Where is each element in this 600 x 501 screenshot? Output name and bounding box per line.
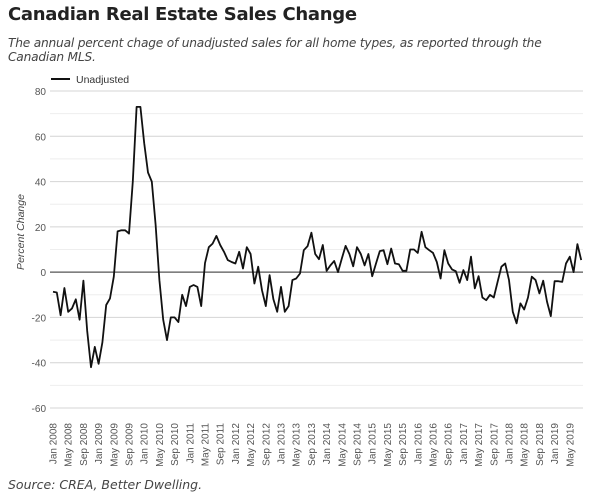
y-tick-label: 40 (35, 178, 47, 189)
y-tick-label: -20 (32, 313, 47, 324)
x-tick-label: May 2018 (520, 423, 531, 467)
x-tick-label: May 2014 (337, 423, 348, 467)
x-tick-label: Sep 2018 (535, 423, 546, 466)
legend[interactable]: Unadjusted (51, 74, 129, 86)
x-tick-label: Sep 2008 (79, 423, 90, 466)
y-tick-label: 0 (40, 268, 46, 279)
x-tick-label: Sep 2009 (125, 423, 136, 466)
y-axis-label: Percent Change (15, 194, 27, 270)
x-tick-label: Sep 2015 (398, 423, 409, 466)
x-tick-label: Jan 2015 (368, 423, 379, 465)
x-tick-label: Jan 2008 (49, 423, 60, 465)
source-note: Source: CREA, Better Dwelling. (8, 477, 203, 492)
x-tick-label: Jan 2010 (140, 423, 151, 465)
x-tick-label: May 2009 (109, 423, 120, 467)
x-tick-label: May 2015 (383, 423, 394, 467)
x-tick-label: Sep 2013 (307, 423, 318, 466)
x-tick-label: Jan 2011 (185, 423, 196, 464)
x-tick-label: Sep 2016 (444, 423, 455, 466)
x-tick-label: Jan 2019 (550, 423, 561, 465)
y-tick-label: -40 (32, 359, 47, 370)
x-tick-labels: Jan 2008 May 2008 Sep 2008 Jan 2009 May 2009… (49, 423, 577, 467)
x-tick-label: May 2008 (64, 423, 75, 467)
chart-subtitle: The annual percent chage of unadjusted s… (8, 36, 542, 64)
x-tick-label: May 2017 (474, 423, 485, 467)
x-tick-label: Sep 2014 (353, 423, 364, 466)
x-tick-label: Jan 2012 (231, 423, 242, 465)
x-tick-label: Jan 2016 (413, 423, 424, 465)
y-tick-label: -60 (32, 404, 47, 415)
y-tick-label: 60 (35, 132, 47, 143)
legend-label: Unadjusted (76, 74, 129, 86)
x-tick-label: Sep 2011 (216, 423, 227, 466)
x-tick-label: Sep 2017 (489, 423, 500, 466)
gridlines (50, 90, 583, 409)
x-tick-label: May 2011 (201, 423, 212, 467)
x-tick-label: May 2013 (292, 423, 303, 467)
x-tick-label: Jan 2014 (322, 423, 333, 465)
chart-title: Canadian Real Estate Sales Change (8, 4, 357, 25)
x-tick-label: Jan 2013 (277, 423, 288, 465)
series-line-unadjusted (52, 106, 583, 369)
x-tick-label: May 2016 (429, 423, 440, 467)
x-tick-label: May 2010 (155, 423, 166, 467)
y-tick-label: 20 (35, 223, 47, 234)
x-tick-label: May 2019 (565, 423, 576, 467)
x-tick-label: Jan 2017 (459, 423, 470, 465)
x-tick-label: Sep 2012 (261, 423, 272, 466)
x-tick-label: May 2012 (246, 423, 257, 467)
x-tick-label: Jan 2009 (94, 423, 105, 465)
x-tick-label: Jan 2018 (505, 423, 516, 465)
y-tick-label: 80 (35, 87, 47, 98)
y-tick-labels: 80 60 40 20 0 -20 -40 -60 (32, 87, 47, 415)
x-tick-label: Sep 2010 (170, 423, 181, 466)
